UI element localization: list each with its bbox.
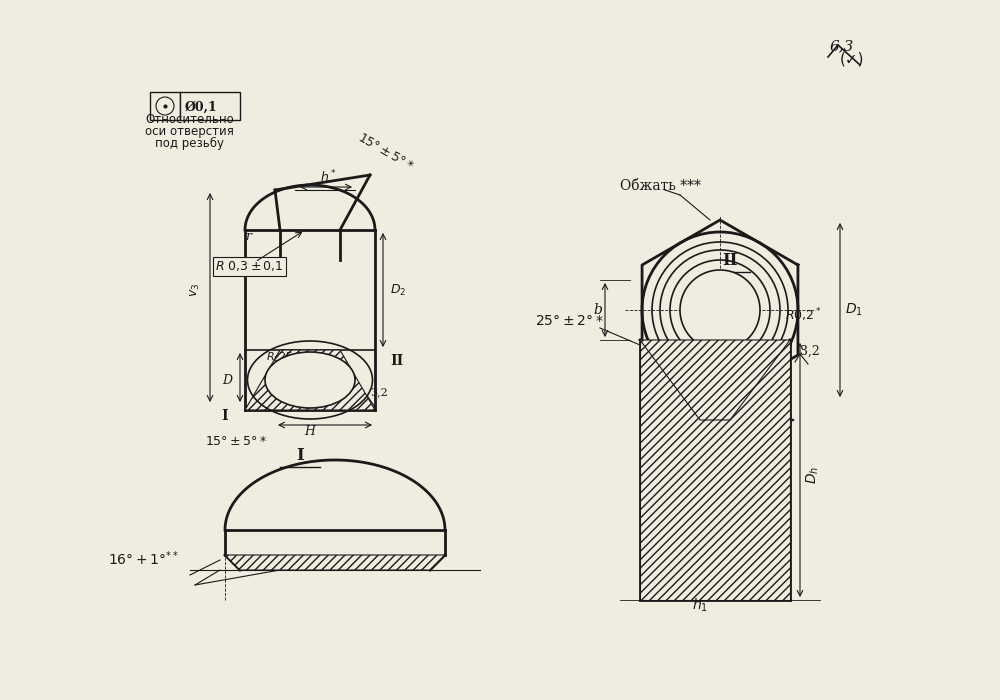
Text: S: S — [715, 421, 725, 435]
Text: Относительно: Относительно — [145, 113, 234, 126]
Text: Ø0,1: Ø0,1 — [185, 101, 218, 114]
Text: I: I — [296, 447, 304, 464]
Text: II: II — [713, 424, 727, 438]
Text: I: I — [222, 409, 228, 423]
Text: $h^*$: $h^*$ — [320, 169, 337, 185]
Text: $R\ 0{,}3\pm0{,}1$: $R\ 0{,}3\pm0{,}1$ — [215, 259, 284, 273]
Text: II: II — [722, 252, 738, 269]
Ellipse shape — [265, 352, 355, 408]
Text: r: r — [245, 230, 251, 243]
Text: оси отверстия: оси отверстия — [145, 125, 234, 138]
Text: 6,3: 6,3 — [830, 39, 854, 53]
Text: $v_3$: $v_3$ — [188, 283, 202, 297]
Text: 3,2: 3,2 — [800, 345, 820, 358]
Circle shape — [680, 270, 760, 350]
Bar — [150, 92, 180, 120]
Bar — [180, 92, 240, 120]
Text: b: b — [593, 303, 602, 317]
Polygon shape — [640, 340, 790, 420]
Text: H: H — [305, 425, 315, 438]
Text: $D_1$: $D_1$ — [845, 302, 863, 318]
Text: $16°+1°^{**}$: $16°+1°^{**}$ — [108, 550, 179, 568]
Polygon shape — [245, 350, 375, 410]
Text: $R0{,}2^*$: $R0{,}2^*$ — [785, 306, 822, 323]
Text: Обжать ***: Обжать *** — [620, 179, 701, 193]
Text: $D_h$: $D_h$ — [805, 466, 821, 484]
Text: D: D — [222, 374, 232, 386]
Text: $h_1$: $h_1$ — [692, 597, 708, 615]
Text: 3,2: 3,2 — [370, 387, 388, 397]
Text: под резьбу: под резьбу — [155, 137, 224, 150]
Polygon shape — [225, 555, 445, 570]
Text: $D_2$: $D_2$ — [390, 282, 406, 298]
Polygon shape — [640, 340, 790, 600]
Text: II: II — [390, 354, 403, 368]
Text: (✓): (✓) — [840, 51, 864, 66]
Text: $25°\pm2°*$: $25°\pm2°*$ — [535, 314, 604, 328]
Text: $15°\pm5°*$: $15°\pm5°*$ — [355, 131, 415, 173]
Text: $15°\pm5°*$: $15°\pm5°*$ — [205, 435, 267, 448]
Text: $R_z25$: $R_z25$ — [266, 350, 293, 364]
